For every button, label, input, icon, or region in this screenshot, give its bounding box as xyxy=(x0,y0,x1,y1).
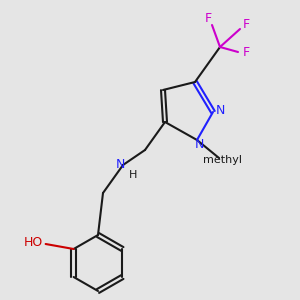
Text: N: N xyxy=(194,139,204,152)
Text: H: H xyxy=(129,170,137,180)
Text: F: F xyxy=(242,19,250,32)
Text: F: F xyxy=(204,13,211,26)
Text: N: N xyxy=(215,103,225,116)
Text: N: N xyxy=(115,158,125,172)
Text: HO: HO xyxy=(24,236,43,248)
Text: F: F xyxy=(242,46,250,59)
Text: methyl: methyl xyxy=(203,155,242,165)
